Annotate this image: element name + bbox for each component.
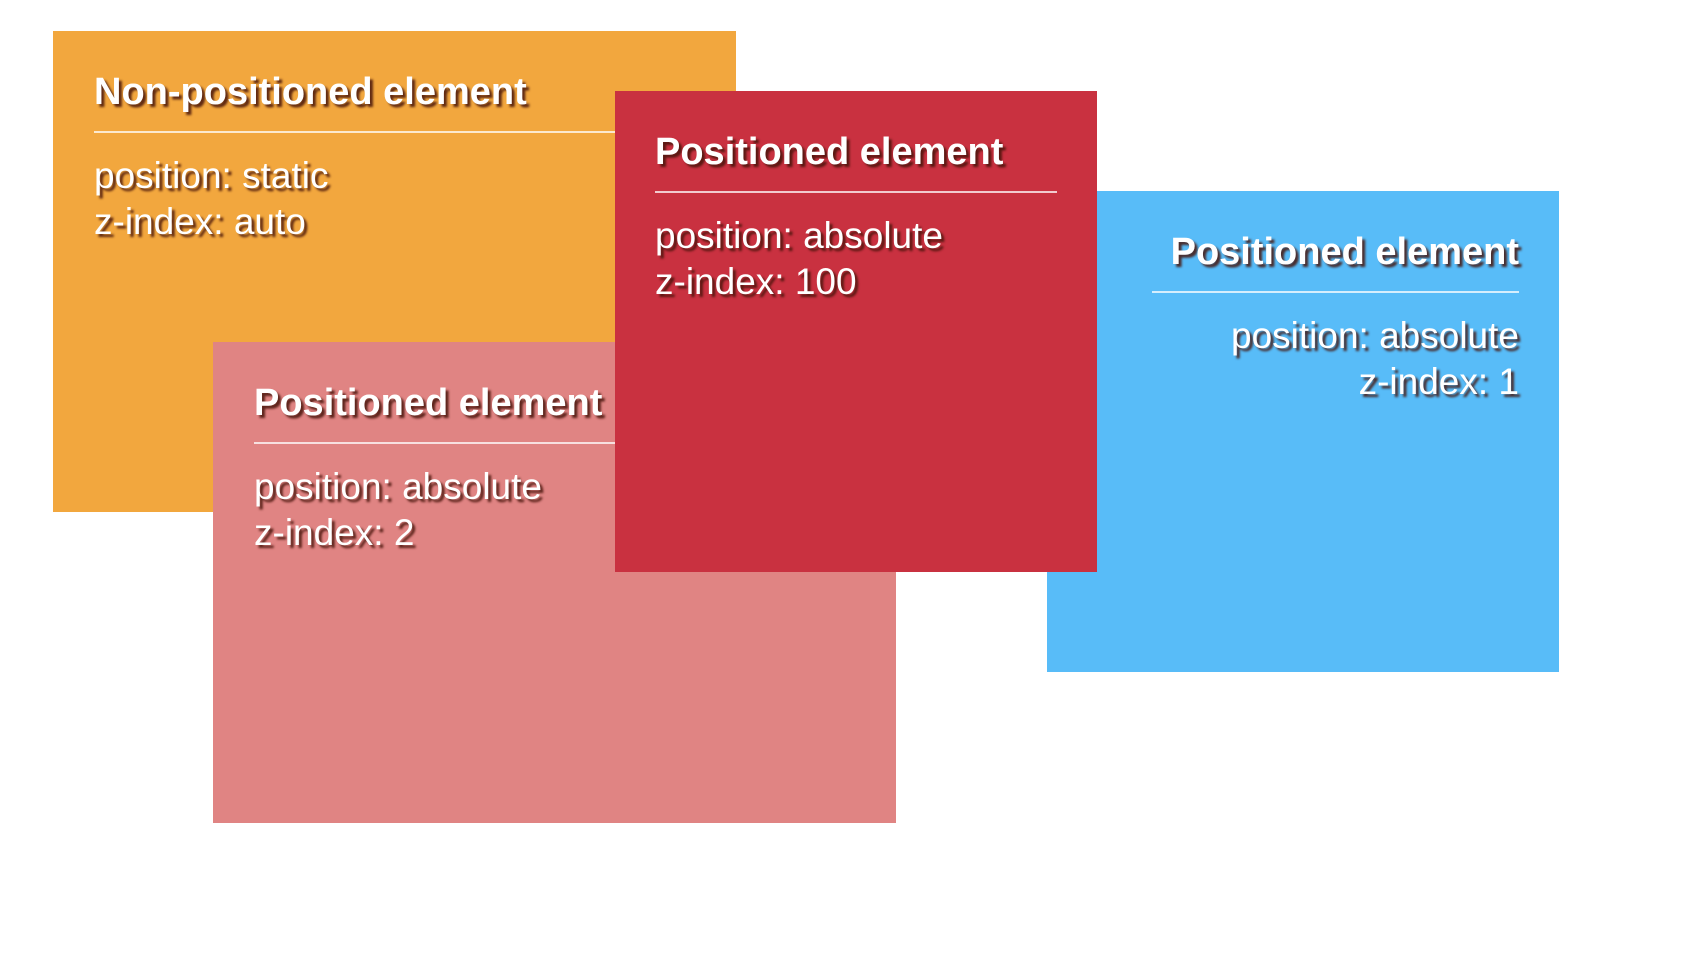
divider	[94, 131, 696, 133]
position-label: position: static	[94, 155, 329, 196]
position-label: position: absolute	[655, 215, 943, 256]
box-title: Positioned element	[254, 382, 603, 424]
divider	[655, 191, 1057, 193]
z-index-label: z-index: auto	[94, 201, 306, 242]
z-index-label: z-index: 2	[254, 512, 415, 553]
z-index-label: z-index: 100	[655, 261, 857, 302]
box-title: Positioned element	[1170, 231, 1519, 273]
divider	[1152, 291, 1519, 293]
box-title: Non-positioned element	[94, 71, 527, 113]
positioned-box-z100: Positioned element position: absolute z-…	[615, 91, 1097, 572]
z-index-label: z-index: 1	[1358, 361, 1519, 402]
position-label: position: absolute	[1231, 315, 1519, 356]
position-label: position: absolute	[254, 466, 542, 507]
divider	[254, 442, 856, 444]
box-title: Positioned element	[655, 131, 1004, 173]
positioned-box-z1: Positioned element position: absolute z-…	[1047, 191, 1559, 672]
